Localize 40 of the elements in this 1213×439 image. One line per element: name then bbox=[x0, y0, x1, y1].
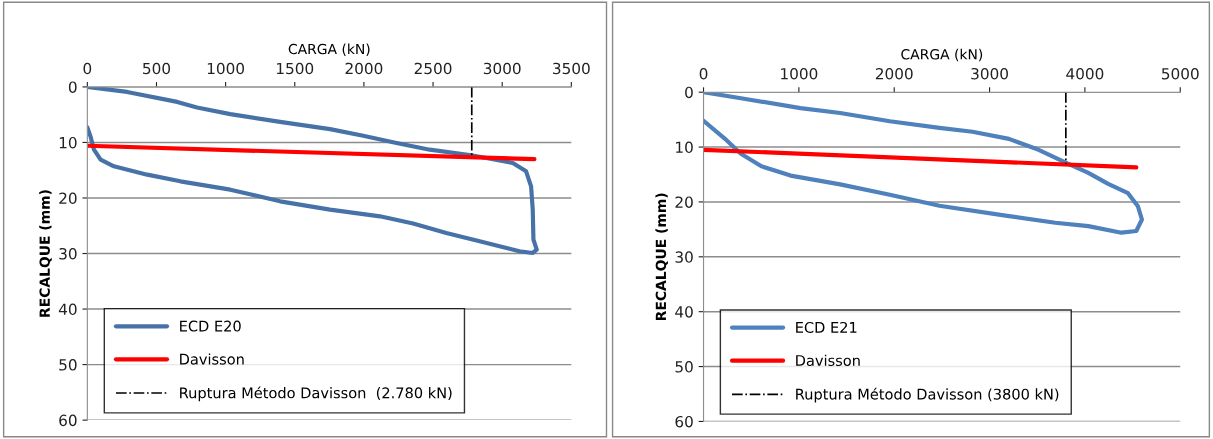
y-tick-label: 30 bbox=[675, 251, 693, 263]
y-tick-label: 50 bbox=[59, 359, 77, 371]
y-tick-label: 60 bbox=[59, 414, 77, 427]
y-tick-label: 30 bbox=[59, 247, 77, 260]
y-tick-label: 40 bbox=[58, 303, 77, 316]
x-tick-label: 2000 bbox=[345, 62, 383, 75]
y-tick-label: 0 bbox=[685, 86, 693, 99]
y-tick-label: 10 bbox=[59, 136, 77, 149]
legend-label: ECD E21 bbox=[796, 321, 857, 333]
y-tick-label: 40 bbox=[675, 306, 693, 318]
line-series bbox=[87, 86, 539, 256]
y-tick-label: 20 bbox=[675, 196, 693, 208]
x-tick-label: 1000 bbox=[781, 67, 818, 80]
x-tick-label: 0 bbox=[699, 67, 708, 80]
x-axis-title: CARGA (kN) bbox=[288, 43, 370, 56]
y-tick-label: 0 bbox=[68, 81, 77, 93]
legend-label: ECD E20 bbox=[180, 320, 241, 332]
x-tick-label: 1000 bbox=[207, 62, 245, 75]
legend-label: Davisson bbox=[796, 354, 860, 366]
x-tick-label: 2000 bbox=[875, 67, 913, 80]
x-tick-label: 2500 bbox=[414, 62, 452, 75]
x-tick-label: 3000 bbox=[483, 62, 521, 75]
line-series bbox=[703, 92, 1145, 235]
y-axis-title: RECALQUE (mm) bbox=[39, 190, 52, 317]
x-tick-label: 3000 bbox=[971, 67, 1008, 80]
y-tick-label: 10 bbox=[676, 141, 693, 154]
x-tick-label: 500 bbox=[143, 62, 171, 75]
y-axis-title: RECALQUE (mm) bbox=[655, 193, 668, 321]
x-tick-label: 0 bbox=[83, 62, 92, 75]
legend-label: Ruptura Método Davisson (3800 kN) bbox=[796, 387, 1059, 403]
x-tick-label: 1500 bbox=[277, 62, 314, 75]
y-tick-label: 50 bbox=[675, 361, 693, 373]
x-tick-label: 5000 bbox=[1161, 67, 1199, 80]
y-tick-label: 60 bbox=[675, 415, 693, 428]
x-axis-title: CARGA (kN) bbox=[901, 48, 983, 62]
y-tick-label: 20 bbox=[59, 192, 77, 205]
x-tick-label: 4000 bbox=[1066, 67, 1104, 80]
x-tick-label: 3500 bbox=[553, 62, 590, 75]
legend-label: Ruptura Método Davisson (2.780 kN) bbox=[180, 386, 452, 402]
legend-label: Davisson bbox=[180, 353, 244, 365]
